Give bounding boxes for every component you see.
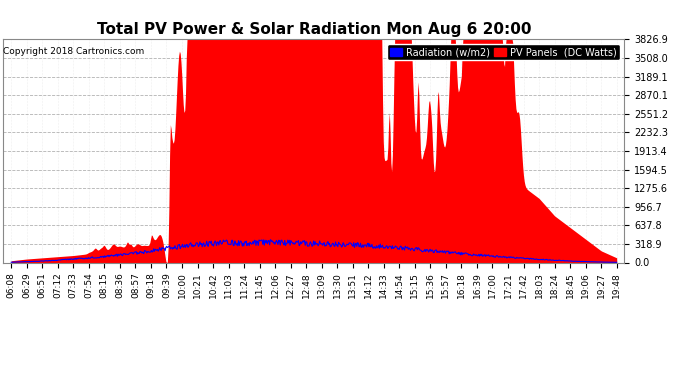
Title: Total PV Power & Solar Radiation Mon Aug 6 20:00: Total PV Power & Solar Radiation Mon Aug… (97, 22, 531, 37)
Text: Copyright 2018 Cartronics.com: Copyright 2018 Cartronics.com (3, 47, 145, 56)
Legend: Radiation (w/m2), PV Panels  (DC Watts): Radiation (w/m2), PV Panels (DC Watts) (387, 44, 620, 60)
